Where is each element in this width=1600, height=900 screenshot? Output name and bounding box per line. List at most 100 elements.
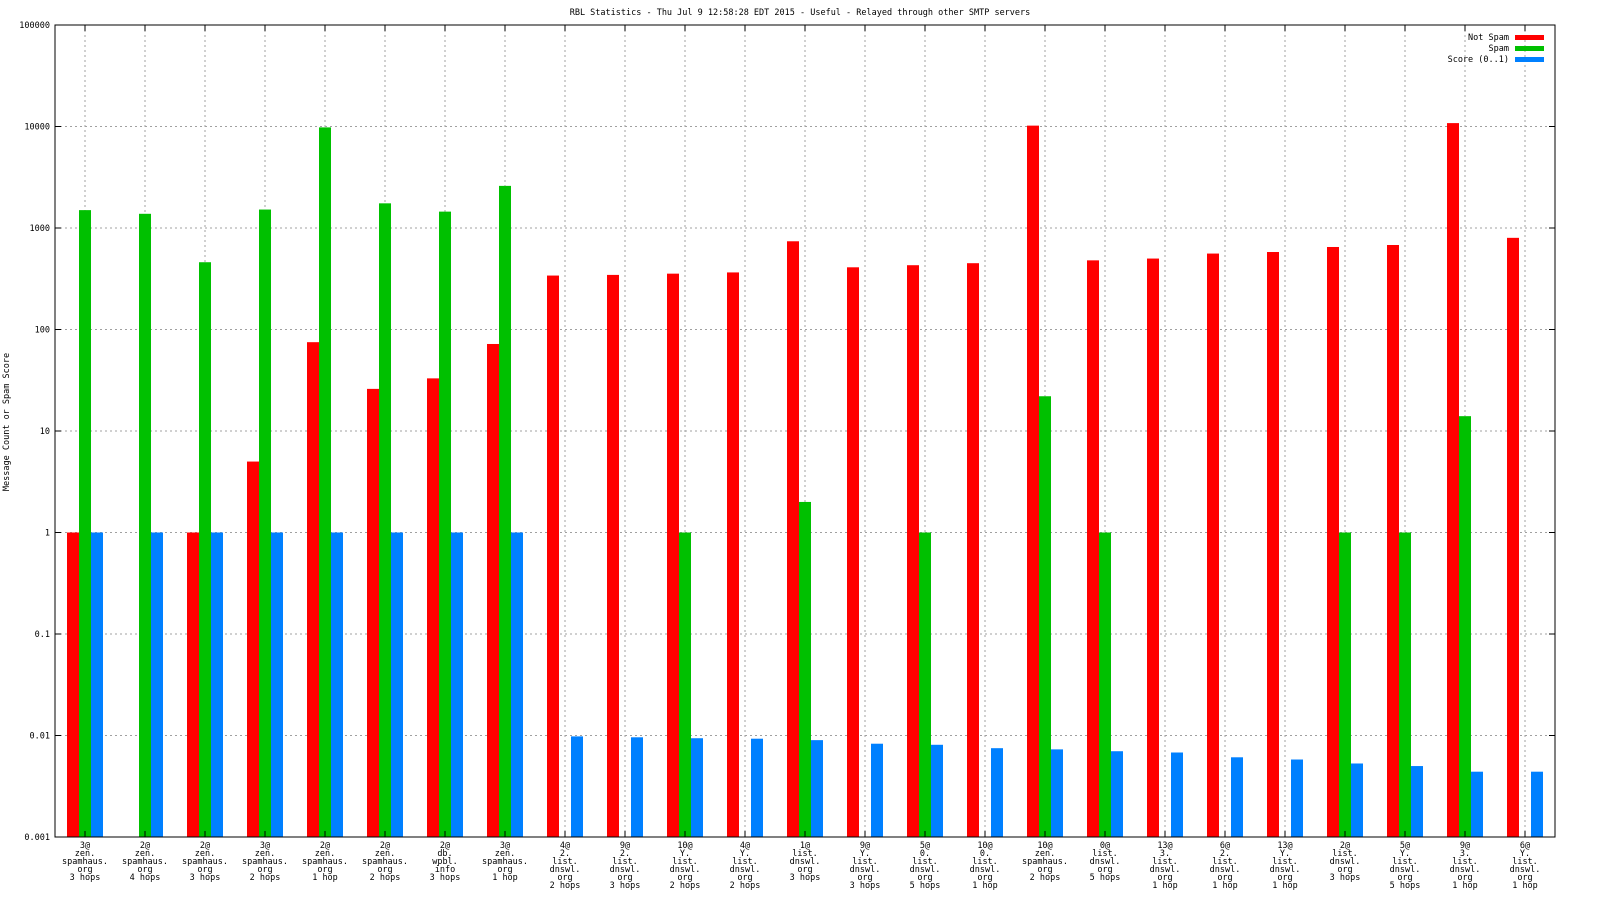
- bar-spam: [1099, 532, 1111, 837]
- x-tick-label-line: Y.: [1520, 849, 1530, 859]
- x-tick-label: 2@ db. wpbl. info 3 hops: [430, 841, 461, 883]
- bar-not-spam: [427, 378, 439, 837]
- bar-spam: [79, 210, 91, 838]
- x-tick-label-line: 0.: [980, 849, 990, 859]
- x-tick-label-line: 13@: [1277, 841, 1292, 851]
- x-tick-label-line: 0@: [1100, 841, 1110, 851]
- x-tick-label-line: zen.: [75, 849, 95, 859]
- x-tick-label-line: spamhaus.: [62, 857, 108, 867]
- bar-score-0-1: [1411, 766, 1423, 837]
- bar-score-0-1: [1531, 771, 1543, 837]
- x-tick-label-line: 1 hop: [972, 881, 998, 891]
- bar-score-0-1: [1351, 763, 1363, 837]
- x-tick-label: 5@ 0. list. dnswl. org 5 hops: [910, 841, 941, 891]
- bar-not-spam: [1027, 125, 1039, 838]
- x-tick-label-line: dnswl.: [1450, 865, 1481, 875]
- x-tick-label-line: spamhaus.: [482, 857, 528, 867]
- y-tick-label: 0.1: [35, 630, 50, 640]
- x-tick-label-line: dnswl.: [1510, 865, 1541, 875]
- y-tick-label: 0.01: [30, 732, 50, 742]
- x-tick-label-line: list.: [1452, 857, 1478, 867]
- y-tick-label: 10000: [24, 123, 50, 133]
- x-tick-label-line: 5@: [920, 841, 930, 851]
- x-tick-label-line: spamhaus.: [242, 857, 288, 867]
- x-tick-label-line: Y.: [680, 849, 690, 859]
- x-tick-label-line: list.: [972, 857, 998, 867]
- bar-not-spam: [547, 275, 559, 837]
- x-tick-label-line: org: [137, 865, 152, 875]
- x-tick-label-line: 4@: [560, 841, 570, 851]
- bar-spam: [1459, 416, 1471, 837]
- x-tick-label-line: 2 hops: [1030, 873, 1061, 883]
- x-tick-label-line: 1 hop: [492, 873, 518, 883]
- x-tick-label-line: org: [857, 873, 872, 883]
- x-tick-label-line: org: [257, 865, 272, 875]
- x-tick-label: 6@ 2. list. dnswl. org 1 hop: [1210, 841, 1241, 891]
- x-tick-label-line: org: [497, 865, 512, 875]
- x-tick-label: 9@ 2. list. dnswl. org 3 hops: [610, 841, 641, 891]
- x-tick-label-line: 3 hops: [430, 873, 461, 883]
- bar-spam: [1339, 532, 1351, 837]
- x-tick-label-line: 2@: [200, 841, 210, 851]
- x-tick-label-line: dnswl.: [670, 865, 701, 875]
- y-tick-label: 0.001: [24, 833, 50, 843]
- x-tick-label-line: dnswl.: [1270, 865, 1301, 875]
- x-tick-label: 6@ Y. list. dnswl. org 1 hop: [1510, 841, 1541, 891]
- x-tick-label-line: dnswl.: [790, 857, 821, 867]
- bar-score-0-1: [751, 738, 763, 837]
- x-tick-label-line: 5 hops: [1090, 873, 1121, 883]
- x-tick-label-line: 6@: [1220, 841, 1230, 851]
- x-tick-label-line: Y.: [740, 849, 750, 859]
- legend-swatch: [1515, 57, 1544, 62]
- x-tick-label: 9@ 3. list. dnswl. org 1 hop: [1450, 841, 1481, 891]
- x-tick-label-line: Y.: [1280, 849, 1290, 859]
- x-tick-label-line: list.: [1152, 857, 1178, 867]
- y-axis-ticks: 0.001 0.01 0.1 1 10 100 1000 10000 100000: [19, 21, 1555, 843]
- x-tick-label-line: Y.: [860, 849, 870, 859]
- legend-swatch: [1515, 46, 1544, 51]
- x-tick-label-line: zen.: [135, 849, 155, 859]
- x-tick-label-line: 2 hops: [670, 881, 701, 891]
- bar-not-spam: [487, 343, 499, 837]
- bar-score-0-1: [1111, 751, 1123, 837]
- bar-score-0-1: [271, 532, 283, 837]
- bar-score-0-1: [1171, 752, 1183, 837]
- x-tick-label-line: 3 hops: [70, 873, 101, 883]
- bar-not-spam: [1507, 237, 1519, 837]
- x-tick-label-line: org: [1097, 865, 1112, 875]
- x-tick-label-line: dnswl.: [730, 865, 761, 875]
- x-tick-label-line: org: [977, 873, 992, 883]
- x-tick-label-line: list.: [612, 857, 638, 867]
- bar-not-spam: [1387, 245, 1399, 837]
- x-tick-label-line: dnswl.: [910, 865, 941, 875]
- x-tick-label-line: dnswl.: [850, 865, 881, 875]
- bar-not-spam: [727, 272, 739, 838]
- x-tick-label-line: org: [1457, 873, 1472, 883]
- y-tick-label: 100: [35, 326, 50, 336]
- y-axis-label: Message Count or Spam Score: [2, 353, 12, 491]
- x-tick-label-line: zen.: [495, 849, 515, 859]
- x-tick-label-line: dnswl.: [970, 865, 1001, 875]
- x-tick-label-line: 1 hop: [1152, 881, 1178, 891]
- x-tick-label-line: dnswl.: [550, 865, 581, 875]
- x-tick-label: 2@ zen. spamhaus. org 3 hops: [182, 841, 228, 883]
- x-tick-label-line: spamhaus.: [362, 857, 408, 867]
- x-tick-label: 4@ Y. list. dnswl. org 2 hops: [730, 841, 761, 891]
- x-tick-label-line: dnswl.: [1210, 865, 1241, 875]
- x-tick-label: 2@ zen. spamhaus. org 2 hops: [362, 841, 408, 883]
- bar-score-0-1: [811, 740, 823, 837]
- x-tick-label-line: 3 hops: [1330, 873, 1361, 883]
- bar-score-0-1: [1051, 749, 1063, 837]
- bar-score-0-1: [1231, 757, 1243, 837]
- x-tick-label-line: 3@: [260, 841, 270, 851]
- x-tick-label-line: 2 hops: [370, 873, 401, 883]
- x-tick-label-line: org: [1337, 865, 1352, 875]
- bar-not-spam: [247, 461, 259, 837]
- x-tick-label-line: zen.: [1035, 849, 1055, 859]
- x-tick-label: 3@ zen. spamhaus. org 3 hops: [62, 841, 108, 883]
- x-tick-label-line: org: [1217, 873, 1232, 883]
- x-tick-label-line: zen.: [315, 849, 335, 859]
- x-tick-label-line: 3 hops: [790, 873, 821, 883]
- bar-score-0-1: [91, 532, 103, 837]
